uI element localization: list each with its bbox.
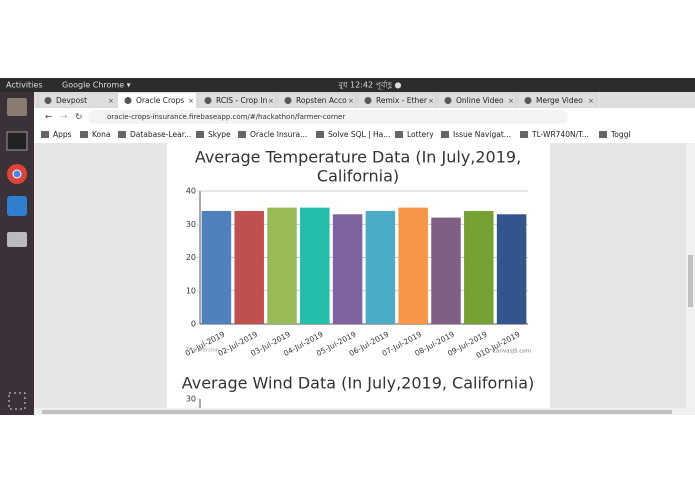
forward-button[interactable]: → [60,113,68,123]
tab-close[interactable]: × [428,97,434,105]
bar [332,214,363,324]
tab[interactable] [118,93,196,108]
omnibox[interactable] [88,110,568,124]
app-menu[interactable]: Google Chrome ▾ [62,81,131,90]
bookmark-icon [395,131,403,138]
bookmark[interactable]: Solve SQL | Ha... [328,130,390,139]
tab-title[interactable]: Ropsten Acco [296,96,347,105]
dock-vscode[interactable] [7,196,27,216]
bookmark[interactable]: Toggl [610,130,631,139]
y-tick-label: 10 [186,286,196,295]
chart-title: California) [317,167,399,186]
dock-files[interactable] [7,98,27,116]
chart-title: Average Temperature Data (In July,2019, [195,148,521,167]
bookmark[interactable]: Lottery [407,130,434,139]
credit[interactable]: CanvasJS.com [492,349,531,355]
chart-title: Average Wind Data (In July,2019, Califor… [182,374,535,393]
tab-close[interactable]: × [108,97,114,105]
tab-title[interactable]: Merge Video [536,96,583,105]
dock-terminal[interactable] [6,131,28,151]
bookmark[interactable]: Kona [92,130,110,139]
bookmark-icon [441,131,449,138]
bar [300,207,330,324]
bookmark-icon [599,131,607,138]
bookmark-icon [316,131,324,138]
url[interactable]: oracle-crops-insurance.firebaseapp.com/#… [107,113,345,121]
y-tick-label: 40 [186,187,196,196]
activities[interactable]: Activities [6,81,43,90]
y-tick-label: 0 [191,320,196,329]
bookmark[interactable]: Issue Navigat... [453,130,511,139]
tab-icon [44,97,52,104]
bar [398,207,428,324]
tab-title[interactable]: Oracle Crops [136,96,184,105]
bookmark-icon [520,131,528,138]
y-tick-label: 30 [186,395,196,404]
bar [267,207,297,324]
h-thumb[interactable] [42,410,672,414]
v-thumb[interactable] [688,255,693,307]
tab-icon [524,97,532,104]
watermark: Trial Version [185,348,220,354]
tab-title[interactable]: Online Video [456,96,504,105]
y-tick-label: 20 [186,253,196,262]
bookmark[interactable]: Skype [208,130,231,139]
bar [431,217,461,324]
tab-close[interactable]: × [588,97,594,105]
bar [234,210,264,324]
tab-icon [284,97,292,104]
back-button[interactable]: ← [45,113,53,123]
bookmark-icon [118,131,126,138]
bookmark-icon [238,131,246,138]
bookmark-icon [80,131,88,138]
bookmark-icon [196,131,204,138]
bookmarks-bar [34,126,695,143]
tab-icon [364,97,372,104]
tab-title[interactable]: Devpost [56,96,87,105]
os-topbar [0,78,695,92]
tab-close[interactable]: × [268,97,274,105]
tab-title[interactable]: RCIS - Crop In [216,96,268,105]
bar [496,214,527,324]
dock-chrome-center [12,169,22,179]
tab-close[interactable]: × [348,97,354,105]
dock-camera[interactable] [7,232,27,247]
tab-close[interactable]: × [508,97,514,105]
y-tick-label: 30 [186,220,196,229]
bookmark[interactable]: TL-WR740N/T... [531,130,589,139]
reload-button[interactable]: ↻ [75,113,83,123]
bookmark[interactable]: Oracle Insura... [250,130,307,139]
bar [365,210,396,324]
bar [464,210,494,324]
tab-icon [204,97,212,104]
tab-icon [444,97,452,104]
bookmark-icon [41,131,49,138]
bookmark[interactable]: Database-Lear... [130,130,191,139]
tab-title[interactable]: Remix - Ether [376,96,428,105]
bookmark[interactable]: Apps [53,130,72,139]
bar [201,210,232,324]
clock[interactable]: বুধ 12:42 পূর্বাহ্ণ ● [338,81,402,90]
dock-apps[interactable] [8,392,26,410]
tab-close[interactable]: × [188,97,194,105]
tab-icon [124,97,132,104]
